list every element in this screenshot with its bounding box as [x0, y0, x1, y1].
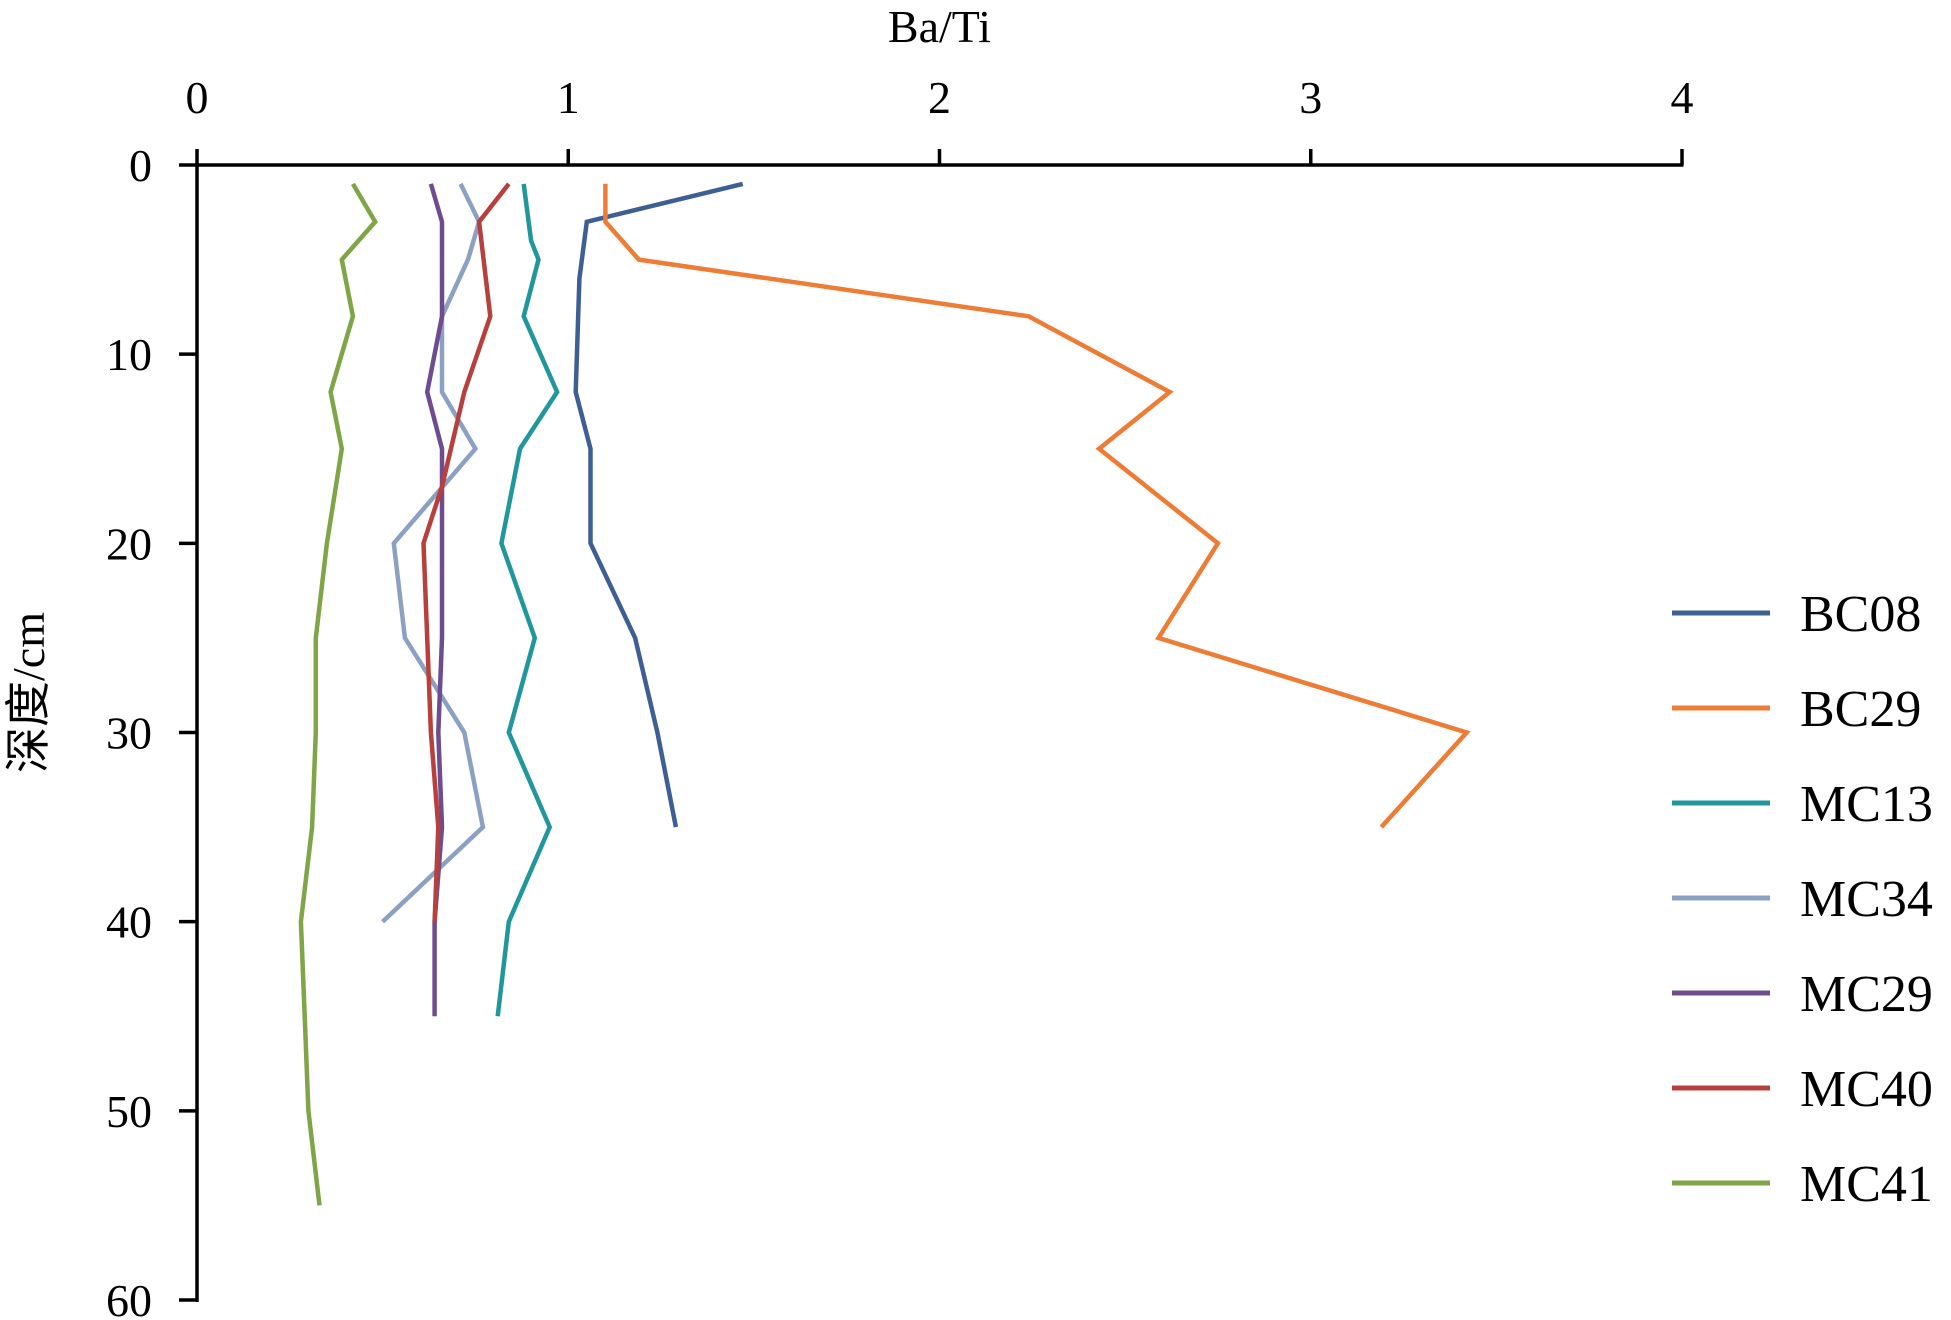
y-tick-label: 0: [129, 140, 152, 191]
legend-label-mc29: MC29: [1800, 966, 1933, 1023]
y-tick-label: 10: [106, 329, 152, 380]
legend: BC08 BC29 MC13 MC34 MC29 MC40 MC41: [1672, 586, 1933, 1213]
y-tick-label: 50: [106, 1086, 152, 1137]
legend-label-mc13: MC13: [1800, 776, 1933, 833]
y-tick-label: 20: [106, 518, 152, 569]
x-tick-label: 4: [1671, 72, 1694, 123]
series-line-mc34: [381, 182, 486, 924]
series-line-mc41: [298, 182, 378, 1206]
legend-label-bc29: BC29: [1800, 681, 1921, 738]
series-line-mc29: [424, 183, 445, 1017]
legend-label-mc34: MC34: [1800, 871, 1933, 928]
series-line-mc13: [495, 183, 560, 1017]
series-line-bc08: [573, 181, 744, 828]
legend-label-mc40: MC40: [1800, 1061, 1933, 1118]
x-tick-label: 0: [186, 72, 209, 123]
series-line-bc29: [603, 183, 1471, 829]
y-tick-label: 30: [106, 708, 152, 759]
y-axis-title: 深度/cm: [3, 612, 54, 773]
x-axis-title: Ba/Ti: [888, 1, 991, 52]
x-tick-label: 2: [928, 72, 951, 123]
x-tick-label: 3: [1299, 72, 1322, 123]
legend-label-mc41: MC41: [1800, 1156, 1933, 1213]
x-tick-label: 1: [557, 72, 580, 123]
y-tick-label: 60: [106, 1275, 152, 1320]
plot-lines: [298, 181, 1471, 1206]
series-line-mc40: [421, 182, 511, 922]
legend-label-bc08: BC08: [1800, 586, 1921, 643]
y-tick-label: 40: [106, 897, 152, 948]
